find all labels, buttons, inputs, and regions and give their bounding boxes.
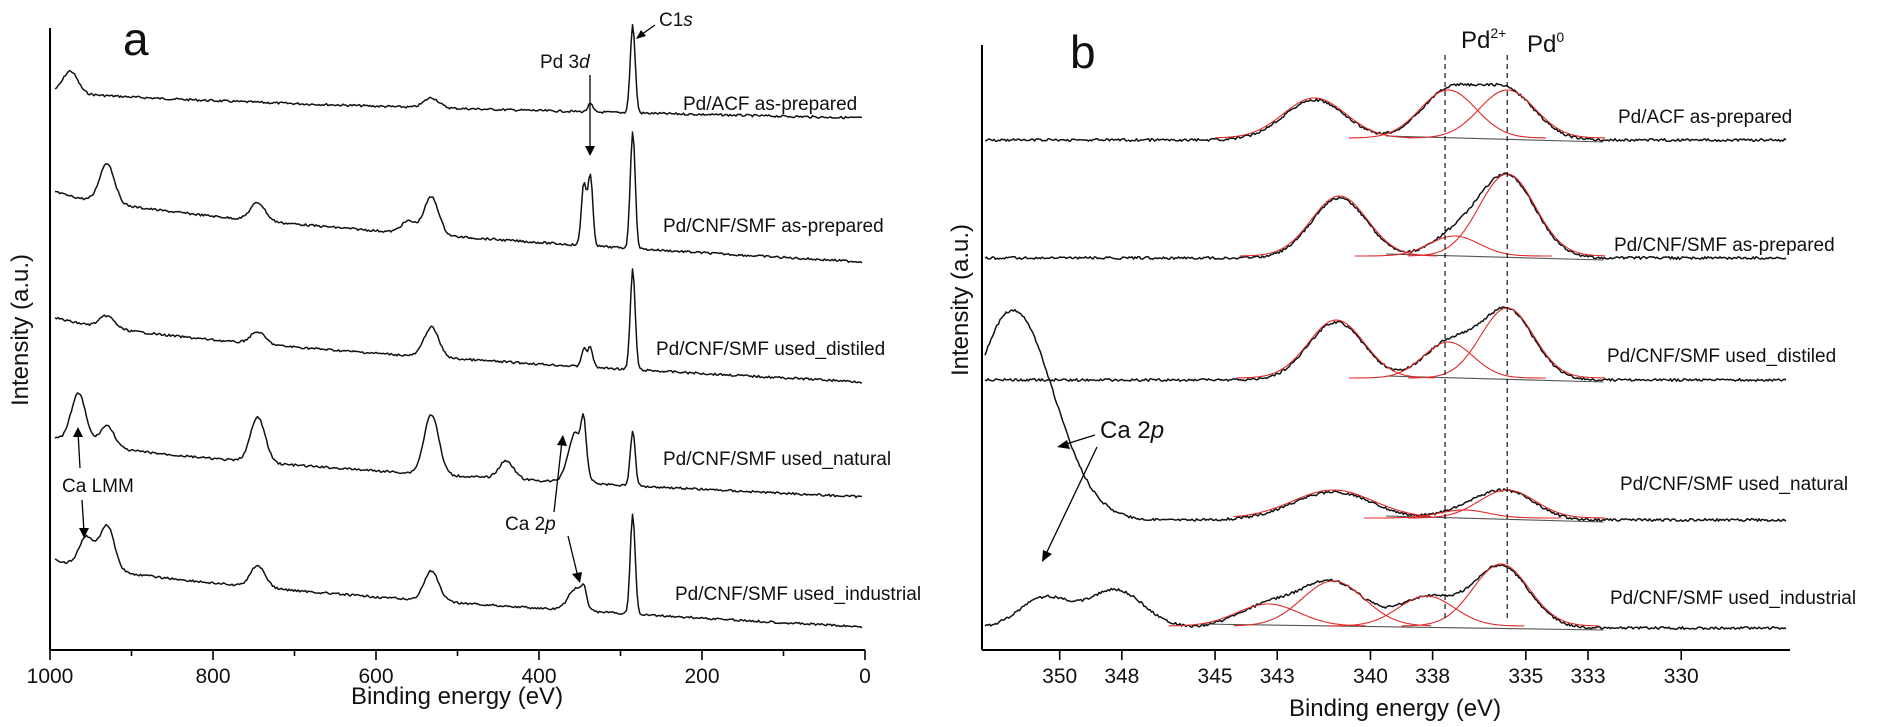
panel-b-label-3: Pd/CNF/SMF used_distiled — [1607, 346, 1836, 367]
panel-a-tick-label-4: 200 — [684, 665, 719, 688]
pd3d-label: Pd 3d — [540, 52, 591, 73]
panel-b-fit-3-2 — [1348, 341, 1546, 379]
panel-b-tick-label-5: 338 — [1415, 665, 1450, 688]
panel-b-tick-label-3: 343 — [1260, 665, 1295, 688]
ca2p-label-b: Ca 2p — [1100, 417, 1164, 444]
panel-a-label-2: Pd/CNF/SMF as-prepared — [663, 216, 884, 237]
ca2p-b-arrowhead-2 — [1042, 550, 1052, 562]
pd3d-arrowhead — [585, 146, 595, 156]
c1s-arrowhead — [636, 30, 646, 39]
panel-b-fit-3-1 — [1236, 319, 1435, 379]
panel-b: 350 348 345 343 340 338 335 333 330 b Binding en… — [947, 25, 1856, 722]
panel-a-label-5: Pd/CNF/SMF used_industrial — [675, 584, 921, 605]
panel-b-fit-2-3 — [1407, 173, 1606, 257]
panel-a-tick-label-3: 400 — [521, 665, 556, 688]
ca-lmm-arrowhead-down — [79, 528, 89, 538]
panel-b-fit-1-1 — [1215, 97, 1413, 139]
ca2p-arrow-down — [567, 535, 579, 578]
ca2p-arrowhead-up — [557, 435, 567, 446]
panel-b-fit-4-4 — [1407, 489, 1606, 519]
panel-b-tick-label-0: 350 — [1042, 665, 1077, 688]
panel-a-y-title: Intensity (a.u.) — [7, 254, 34, 406]
panel-a-tick-label-0: 1000 — [27, 665, 74, 688]
ca-lmm-arrow-up — [77, 431, 81, 469]
panel-b-traces — [984, 82, 1787, 631]
panel-b-fit-2-1 — [1239, 195, 1438, 257]
ca2p-b-arrow-1 — [1062, 434, 1096, 446]
ca2p-b-arrow-2 — [1044, 446, 1098, 557]
c1s-label: C1s — [659, 10, 693, 31]
ca-lmm-label: Ca LMM — [62, 476, 134, 497]
panel-b-spectrum-5 — [984, 563, 1787, 631]
pd2plus-label: Pd2+ — [1461, 25, 1506, 54]
panel-b-spectrum-4 — [984, 308, 1787, 523]
panel-a-spectrum-5 — [54, 513, 863, 629]
ca2p-arrow-up — [553, 440, 563, 513]
ca-lmm-arrowhead-up — [73, 427, 83, 437]
panel-b-spectrum-3 — [984, 306, 1787, 383]
panel-b-tick-label-2: 345 — [1198, 665, 1233, 688]
pd0-label: Pd0 — [1527, 29, 1564, 58]
panel-b-tick-label-4: 340 — [1353, 665, 1388, 688]
panel-b-fit-5-4 — [1233, 580, 1432, 627]
panel-b-y-title: Intensity (a.u.) — [947, 224, 974, 376]
panel-b-background-5 — [1199, 623, 1604, 631]
panel-b-tick-label-8: 330 — [1664, 665, 1699, 688]
panel-b-fit-1-2 — [1348, 89, 1546, 139]
panel-a-tick-label-1: 800 — [195, 665, 230, 688]
panel-b-label-1: Pd/ACF as-prepared — [1618, 107, 1792, 128]
panel-a-x-title: Binding energy (eV) — [351, 683, 563, 710]
panel-a-letter: a — [123, 13, 149, 65]
panel-a-spectrum-2 — [54, 131, 863, 264]
panel-a-tick-label-2: 600 — [358, 665, 393, 688]
panel-b-spectrum-1 — [984, 82, 1787, 143]
panel-b-fit-4-2 — [1233, 489, 1432, 518]
panel-a-ticks: 1000 800 600 400 200 0 — [27, 650, 871, 688]
panel-a-spectrum-1 — [54, 23, 863, 120]
panel-b-fit-2-2 — [1354, 235, 1553, 257]
panel-b-fit-5-3 — [1168, 603, 1366, 627]
panel-b-fit-1-3 — [1407, 89, 1606, 139]
panel-b-tick-label-1: 348 — [1104, 665, 1139, 688]
panel-b-ticks: 350 348 345 343 340 338 335 333 330 — [1042, 650, 1699, 688]
panel-b-background-4 — [1385, 515, 1604, 523]
ca2p-arrowhead-down — [572, 572, 582, 583]
panel-a-spectrum-3 — [54, 268, 863, 384]
panel-b-label-5: Pd/CNF/SMF used_industrial — [1610, 588, 1856, 609]
panel-a-label-1: Pd/ACF as-prepared — [683, 94, 857, 115]
panel-b-label-4: Pd/CNF/SMF used_natural — [1620, 474, 1848, 495]
panel-b-spectrum-2 — [984, 172, 1787, 261]
panel-a-spectrum-4 — [54, 392, 863, 499]
panel-b-fit-3-3 — [1407, 307, 1606, 379]
panel-b-fit-5-6 — [1401, 563, 1599, 627]
ca2p-label-a: Ca 2p — [505, 514, 556, 535]
panel-a: 1000 800 600 400 200 0 a Binding energy (eV) … — [7, 10, 921, 710]
ca2p-b-arrowhead-1 — [1057, 440, 1070, 449]
panel-b-fit-5-5 — [1327, 595, 1525, 627]
panel-a-tick-label-5: 0 — [859, 665, 871, 688]
panel-b-x-title: Binding energy (eV) — [1289, 695, 1501, 722]
panel-a-label-4: Pd/CNF/SMF used_natural — [663, 449, 891, 470]
panel-b-tick-label-6: 335 — [1508, 665, 1543, 688]
panel-b-label-2: Pd/CNF/SMF as-prepared — [1614, 235, 1835, 256]
panel-a-traces — [54, 23, 863, 629]
ca-lmm-arrow-down — [81, 499, 85, 533]
panel-b-tick-label-7: 333 — [1570, 665, 1605, 688]
panel-b-letter: b — [1070, 26, 1096, 78]
panel-a-label-3: Pd/CNF/SMF used_distiled — [656, 339, 885, 360]
